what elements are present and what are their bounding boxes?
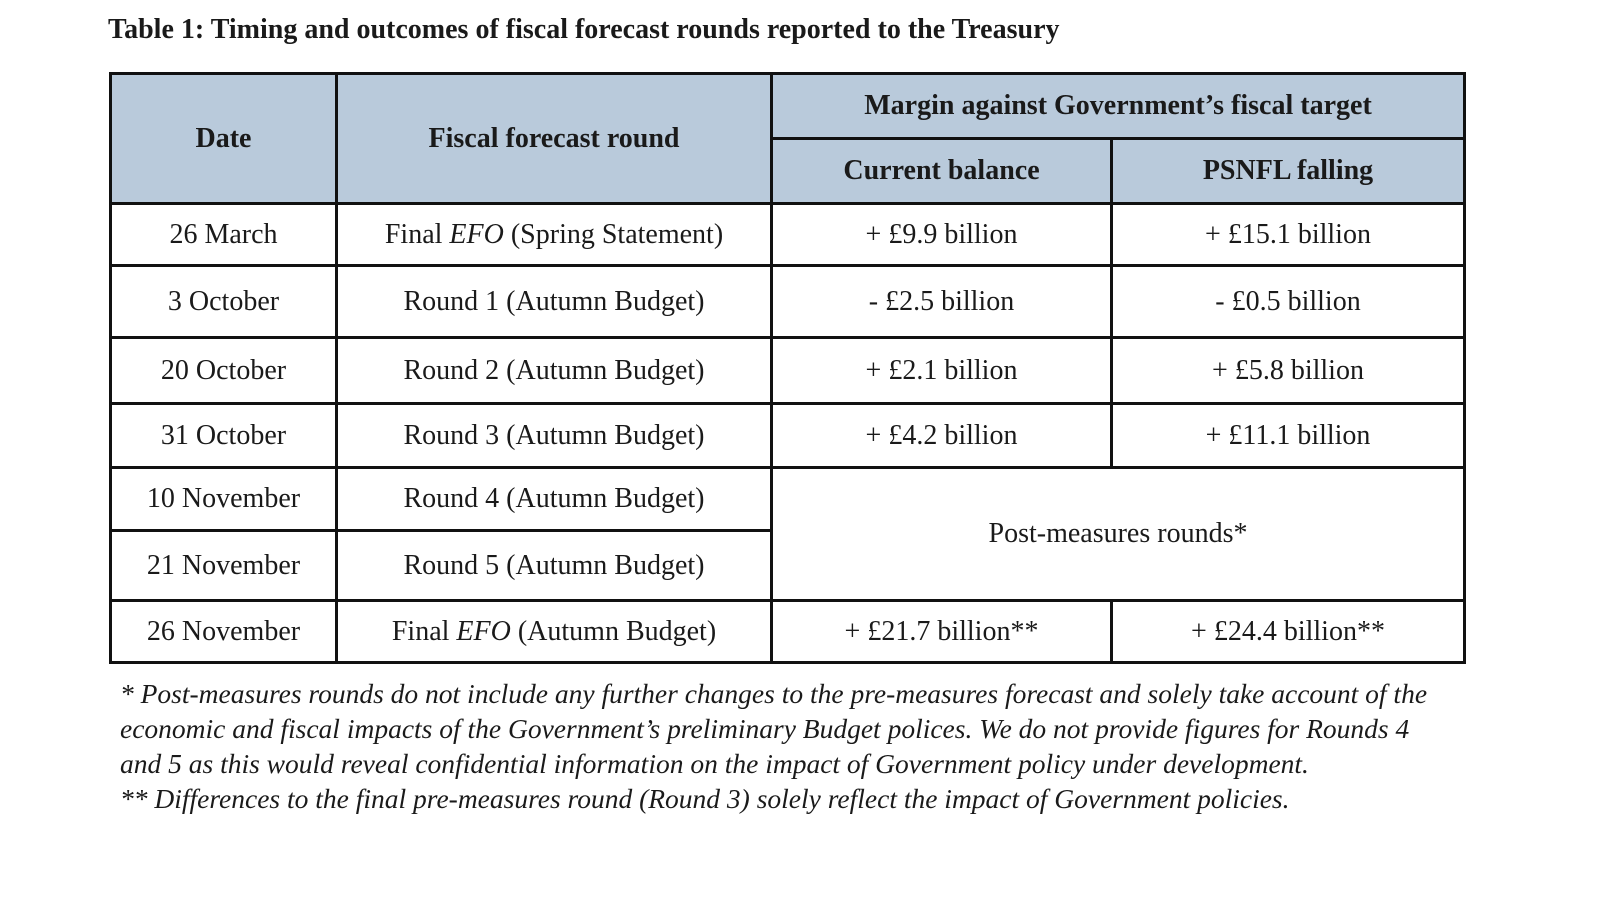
psnfl-cell: - £0.5 billion	[1110, 264, 1466, 339]
round-cell: Final EFO (Spring Statement)	[335, 202, 773, 267]
round-cell: Round 1 (Autumn Budget)	[335, 264, 773, 339]
round-cell: Round 4 (Autumn Budget)	[335, 466, 773, 532]
current-balance-cell: - £2.5 billion	[770, 264, 1113, 339]
merged-note-cell: Post-measures rounds*	[770, 466, 1466, 602]
header-cell: PSNFL falling	[1110, 137, 1466, 205]
footnotes: * Post-measures rounds do not include an…	[120, 676, 1440, 816]
table-row: 10 November Round 4 (Autumn Budget) Post-m…	[109, 466, 1466, 602]
date-cell: 31 October	[109, 402, 338, 469]
table-title: Table 1: Timing and outcomes of fiscal f…	[108, 14, 1060, 45]
current-balance-cell: + £9.9 billion	[770, 202, 1113, 267]
header-cell: Fiscal forecast round	[335, 72, 773, 205]
psnfl-cell: + £11.1 billion	[1110, 402, 1466, 469]
round-text: (Spring Statement)	[503, 218, 724, 250]
round-cell: Final EFO (Autumn Budget)	[335, 599, 773, 664]
header-cell: Date	[109, 72, 338, 205]
date-cell: 26 March	[109, 202, 338, 267]
forecast-table: Date Fiscal forecast round Margin agains…	[109, 72, 1466, 664]
round-cell: Round 3 (Autumn Budget)	[335, 402, 773, 469]
round-text: (Autumn Budget)	[510, 615, 717, 647]
psnfl-cell: + £24.4 billion**	[1110, 599, 1466, 664]
round-cell: Round 5 (Autumn Budget)	[335, 529, 773, 602]
round-cell: Round 2 (Autumn Budget)	[335, 336, 773, 405]
table-row: 21 November Round 5 (Autumn Budget)	[109, 529, 1465, 602]
psnfl-cell: + £15.1 billion	[1110, 202, 1466, 267]
date-cell: 26 November	[109, 599, 338, 664]
table-row: 20 October Round 2 (Autumn Budget) + £2.1 …	[109, 336, 1466, 405]
date-cell: 3 October	[109, 264, 338, 339]
current-balance-cell: + £21.7 billion**	[770, 599, 1113, 664]
table-row: 3 October Round 1 (Autumn Budget) - £2.5 b…	[109, 264, 1466, 339]
current-balance-cell: + £2.1 billion	[770, 336, 1113, 405]
date-cell: 21 November	[109, 529, 338, 602]
date-cell: 10 November	[109, 466, 338, 532]
psnfl-cell: + £5.8 billion	[1110, 336, 1466, 405]
table-row: 31 October Round 3 (Autumn Budget) + £4.2 …	[109, 402, 1466, 469]
date-cell: 20 October	[109, 336, 338, 405]
round-emphasis: EFO	[456, 615, 511, 647]
table-row: 26 November Final EFO (Autumn Budget) + £2…	[109, 599, 1466, 664]
footnote: ** Differences to the final pre-measures…	[120, 783, 1290, 814]
table-row: 26 March Final EFO (Spring Statement) + £9…	[109, 202, 1466, 267]
footnote: * Post-measures rounds do not include an…	[120, 678, 1428, 779]
round-emphasis: EFO	[449, 218, 504, 250]
round-text: Final	[391, 615, 457, 647]
current-balance-cell: + £4.2 billion	[770, 402, 1113, 469]
table-body: 26 March Final EFO (Spring Statement) + £9…	[109, 202, 1466, 664]
header-cell: Current balance	[770, 137, 1113, 205]
header-cell: Margin against Government’s fiscal targe…	[770, 72, 1466, 140]
round-text: Final	[384, 218, 450, 250]
